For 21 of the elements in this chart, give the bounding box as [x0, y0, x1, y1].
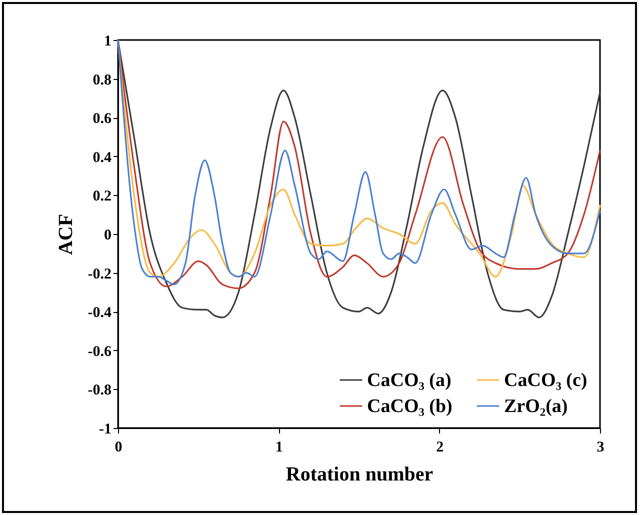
- legend-label: CaCO₃ (a): [367, 370, 452, 391]
- x-tick-label: 2: [436, 440, 444, 456]
- y-axis-title: ACF: [54, 214, 77, 256]
- y-tick-label: -0.4: [88, 305, 112, 322]
- x-tick-label: 0: [114, 440, 122, 456]
- y-tick-label: 0.6: [92, 111, 112, 128]
- y-tick-label: 0.4: [92, 150, 112, 166]
- y-tick-label: 1: [104, 34, 112, 50]
- y-tick-label: 0: [104, 228, 112, 244]
- x-axis-title: Rotation number: [286, 464, 434, 486]
- legend-label: ZrO₂(a): [504, 396, 568, 417]
- y-tick-label: -0.6: [88, 344, 112, 360]
- y-tick-label: 0.2: [92, 188, 112, 205]
- legend-label: CaCO₃ (b): [367, 396, 452, 417]
- y-tick-label: -0.2: [88, 266, 112, 282]
- y-tick-label: -0.8: [88, 382, 112, 399]
- x-tick-label: 3: [596, 440, 604, 456]
- y-tick-label: -1: [99, 422, 112, 438]
- x-tick-label: 1: [275, 440, 283, 456]
- y-tick-label: 0.8: [92, 72, 112, 88]
- legend-label: CaCO₃ (c): [504, 370, 588, 391]
